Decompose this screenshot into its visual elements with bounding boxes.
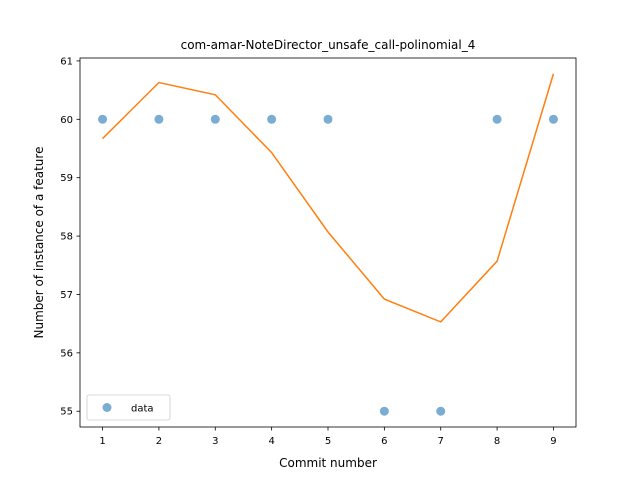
y-tick-label: 60 bbox=[60, 115, 73, 126]
x-tick-label: 5 bbox=[325, 436, 331, 447]
chart-title: com-amar-NoteDirector_unsafe_call-polino… bbox=[181, 38, 476, 52]
x-tick-label: 3 bbox=[212, 436, 218, 447]
legend-marker-data bbox=[102, 403, 112, 412]
y-tick-label: 58 bbox=[60, 232, 73, 243]
x-axis: 1 2 3 4 5 6 7 8 9 bbox=[99, 427, 557, 447]
x-tick-label: 9 bbox=[550, 436, 556, 447]
data-point bbox=[492, 114, 502, 124]
fit-line bbox=[102, 73, 555, 323]
y-tick-label: 55 bbox=[60, 407, 73, 418]
data-point bbox=[98, 114, 108, 124]
legend: data bbox=[86, 394, 171, 421]
y-tick-label: 61 bbox=[60, 56, 73, 67]
data-point bbox=[210, 114, 220, 124]
data-point bbox=[548, 114, 558, 124]
y-tick-label: 56 bbox=[60, 348, 73, 359]
legend-box bbox=[86, 394, 171, 421]
x-tick-label: 8 bbox=[494, 436, 500, 447]
plot-area bbox=[98, 73, 558, 416]
x-tick-label: 6 bbox=[381, 436, 387, 447]
data-point bbox=[267, 114, 277, 124]
y-axis-label: Number of instance of a feature bbox=[32, 147, 46, 339]
data-point bbox=[379, 406, 389, 416]
x-tick-label: 1 bbox=[99, 436, 105, 447]
x-tick-label: 2 bbox=[156, 436, 162, 447]
data-point bbox=[323, 114, 333, 124]
data-point bbox=[436, 406, 446, 416]
y-axis: 55 56 57 58 59 60 61 bbox=[60, 56, 80, 418]
x-tick-label: 4 bbox=[268, 436, 274, 447]
legend-label-data: data bbox=[131, 404, 154, 415]
x-axis-label: Commit number bbox=[279, 456, 377, 470]
data-point bbox=[154, 114, 164, 124]
y-tick-label: 57 bbox=[60, 290, 73, 301]
x-tick-label: 7 bbox=[438, 436, 444, 447]
y-tick-label: 59 bbox=[60, 173, 73, 184]
